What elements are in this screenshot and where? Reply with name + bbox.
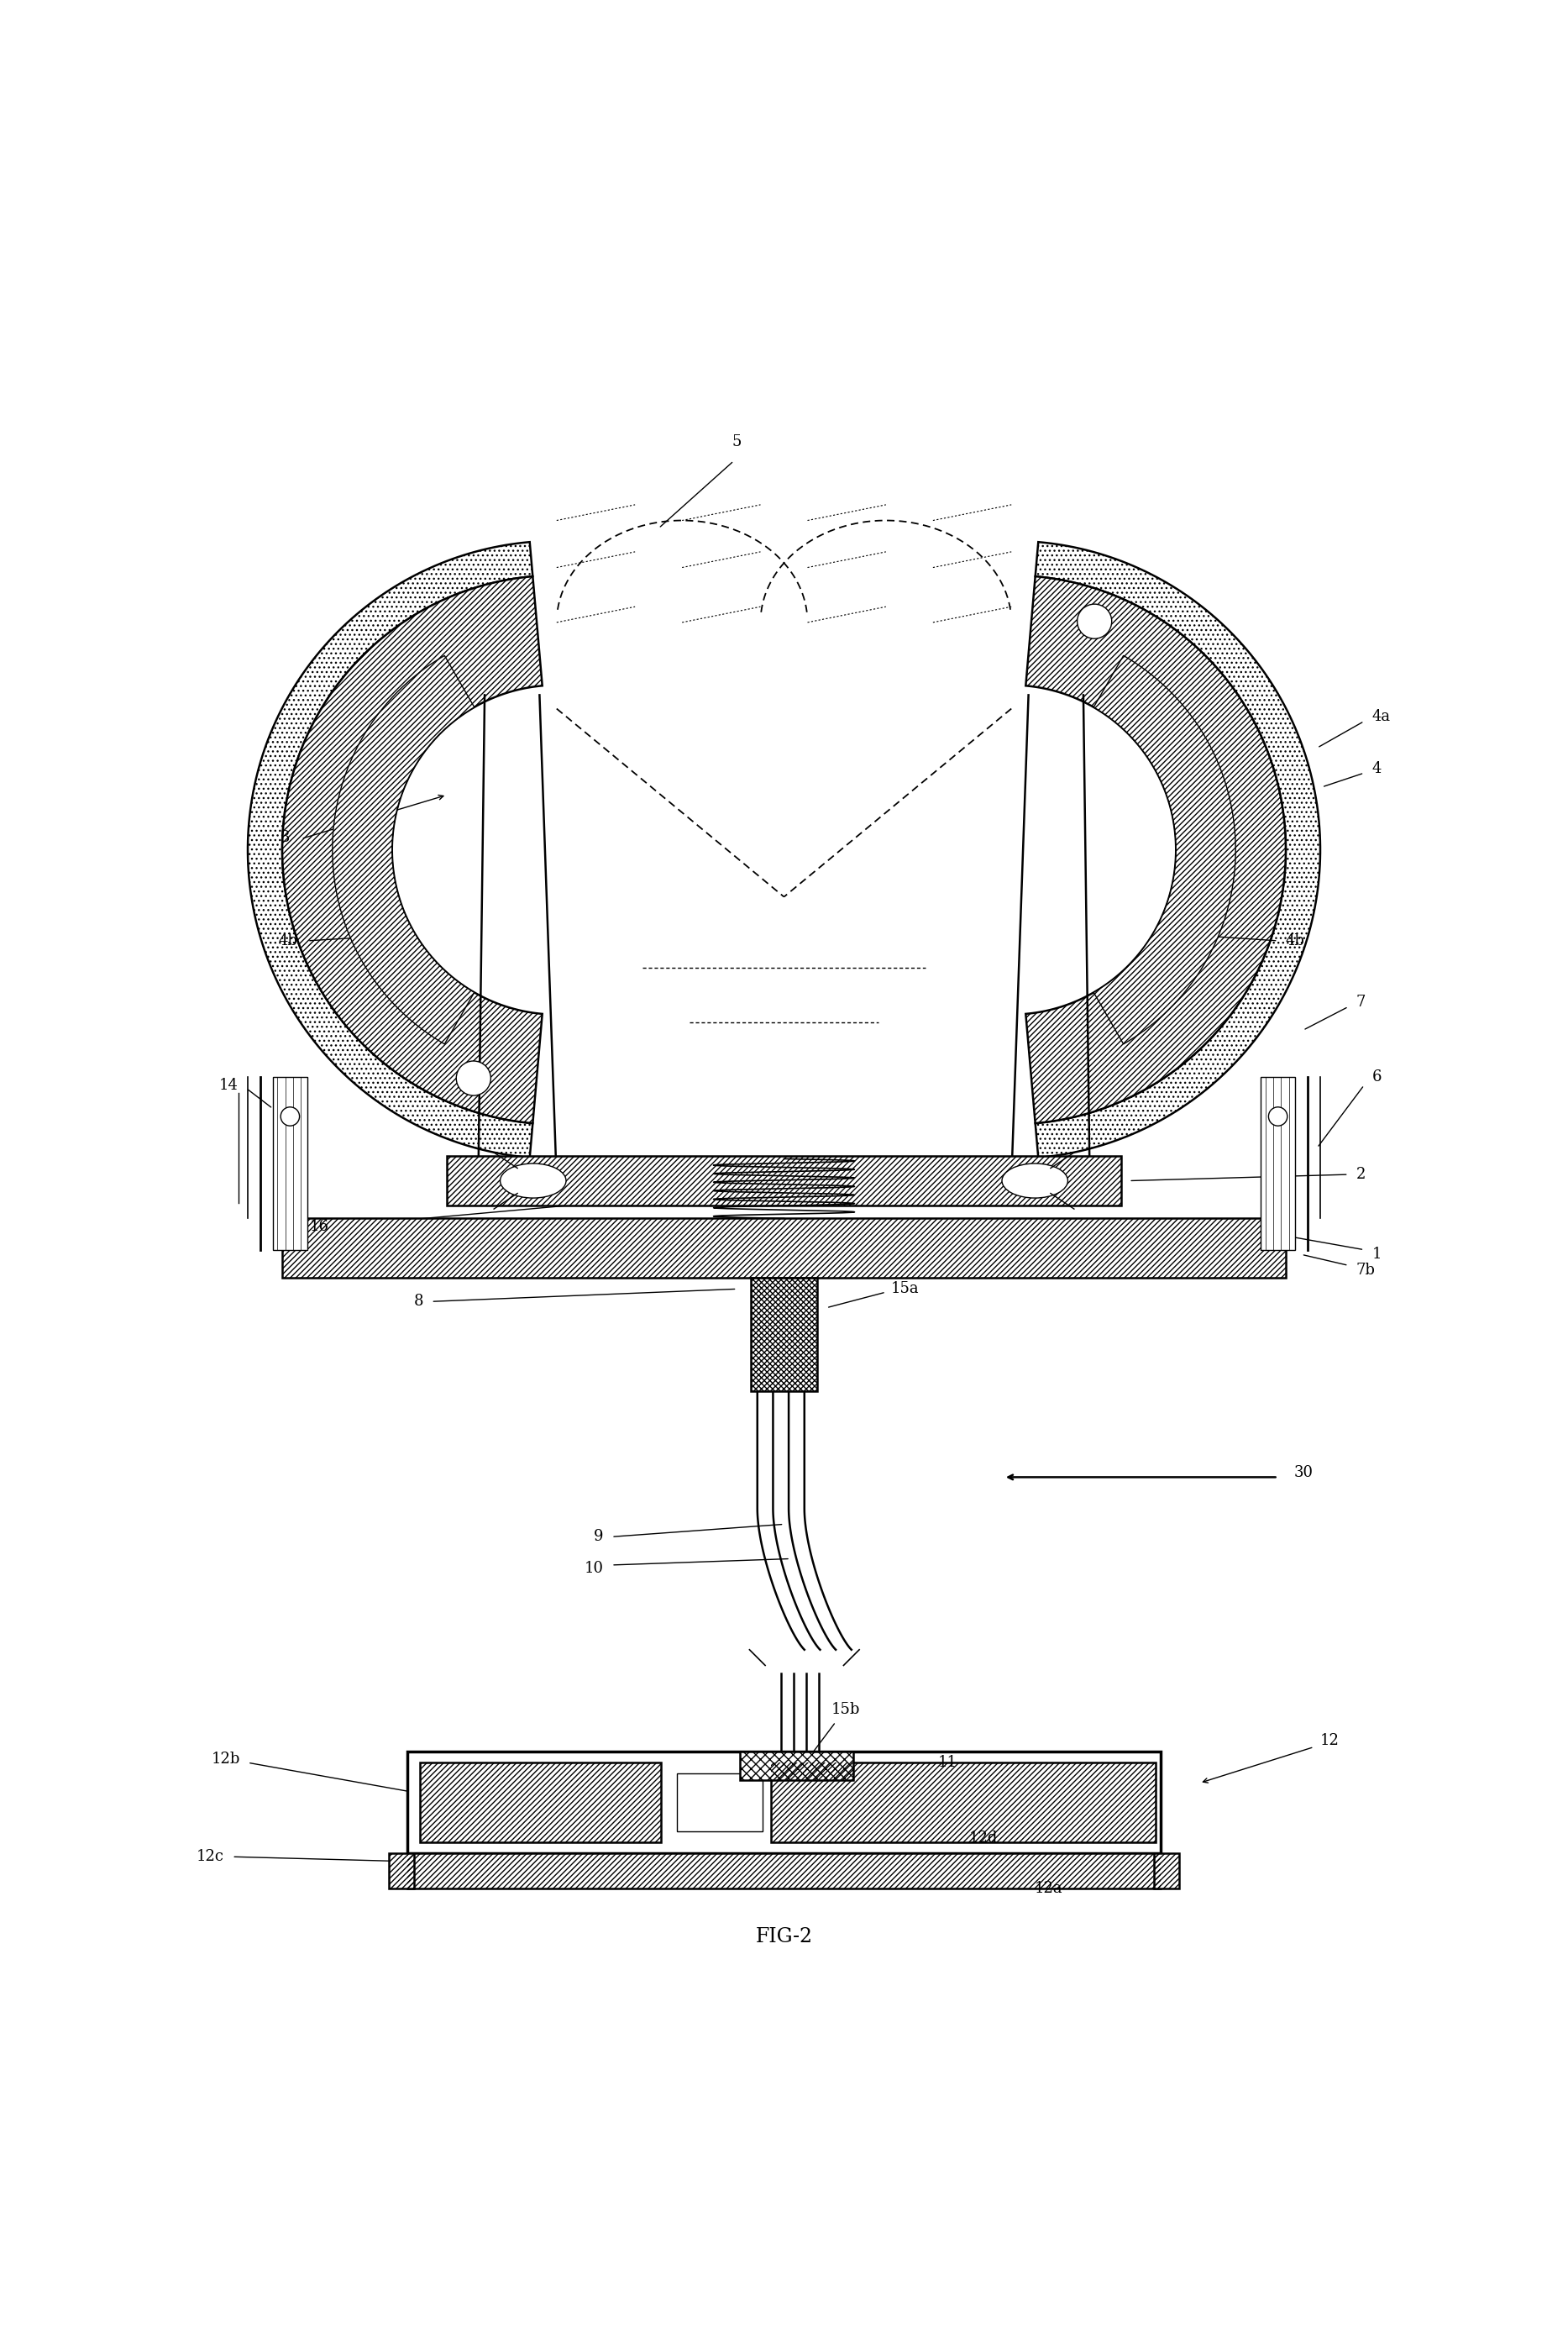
Ellipse shape (500, 1164, 566, 1198)
Polygon shape (332, 656, 474, 1045)
Text: 15b: 15b (831, 1701, 859, 1717)
Circle shape (456, 1061, 491, 1096)
Polygon shape (1025, 577, 1286, 1124)
Bar (1261, 1077, 1295, 1250)
Bar (740, 1752, 853, 1780)
Polygon shape (1035, 542, 1320, 1157)
Text: 7: 7 (1356, 994, 1366, 1010)
Bar (408, 1752, 1160, 1855)
Text: 4b: 4b (1286, 933, 1305, 949)
Bar (408, 1855, 1160, 1887)
Text: FIG-2: FIG-2 (756, 1927, 812, 1945)
Bar (389, 1855, 414, 1887)
Bar (447, 1157, 1121, 1205)
Text: 12a: 12a (1035, 1880, 1063, 1897)
Bar (740, 1752, 853, 1780)
Bar (1154, 1855, 1179, 1887)
Bar (771, 1762, 1156, 1843)
Text: 4a: 4a (1372, 710, 1391, 724)
Text: 8: 8 (414, 1294, 423, 1310)
Bar (282, 1219, 1286, 1278)
Bar (408, 1855, 1160, 1887)
Bar (282, 1219, 1286, 1278)
Text: 12c: 12c (196, 1850, 224, 1864)
Text: 5: 5 (732, 435, 742, 449)
Text: 11: 11 (938, 1755, 956, 1771)
Text: 7b: 7b (1356, 1264, 1375, 1278)
Bar (420, 1762, 662, 1843)
Text: 30: 30 (1294, 1466, 1312, 1480)
Text: 16: 16 (310, 1219, 329, 1233)
Text: 9: 9 (594, 1529, 604, 1545)
Bar (447, 1157, 1121, 1205)
Text: 3: 3 (281, 831, 290, 845)
Text: 12d: 12d (969, 1831, 997, 1845)
Circle shape (1077, 605, 1112, 638)
Bar (420, 1762, 662, 1843)
Circle shape (1269, 1108, 1287, 1126)
Bar (389, 1855, 414, 1887)
Text: 1: 1 (1372, 1247, 1381, 1261)
Text: 12b: 12b (212, 1752, 240, 1766)
Text: 2: 2 (1356, 1166, 1366, 1182)
Ellipse shape (1002, 1164, 1068, 1198)
Polygon shape (1094, 656, 1236, 1045)
Bar (273, 1077, 307, 1250)
Bar (751, 1278, 817, 1392)
Circle shape (281, 1108, 299, 1126)
Text: 6: 6 (1372, 1070, 1381, 1084)
Bar (1154, 1855, 1179, 1887)
Text: 14: 14 (220, 1077, 238, 1094)
Text: 4: 4 (1372, 761, 1381, 775)
Text: 4b: 4b (279, 933, 298, 949)
Text: 12: 12 (1320, 1734, 1339, 1748)
Polygon shape (282, 577, 543, 1124)
Bar (751, 1278, 817, 1392)
Polygon shape (248, 542, 533, 1157)
Bar (677, 1773, 764, 1831)
Bar (771, 1762, 1156, 1843)
Text: 15a: 15a (891, 1282, 919, 1296)
Text: 10: 10 (585, 1561, 604, 1575)
